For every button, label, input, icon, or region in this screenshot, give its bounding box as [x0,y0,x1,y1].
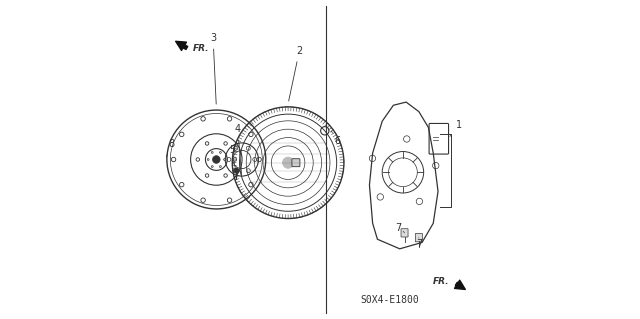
Text: 8: 8 [166,139,175,157]
Circle shape [212,156,220,163]
FancyBboxPatch shape [415,234,422,242]
FancyBboxPatch shape [401,229,408,237]
Text: 4: 4 [235,124,242,175]
Text: FR.: FR. [433,277,449,286]
FancyArrowPatch shape [454,280,465,289]
Text: 3: 3 [210,33,216,104]
Text: 7: 7 [416,239,422,249]
Text: 7: 7 [395,223,401,233]
Text: S0X4-E1800: S0X4-E1800 [361,295,420,305]
Text: 6: 6 [331,131,340,145]
Text: 1: 1 [450,120,462,137]
Text: FR.: FR. [193,44,209,53]
FancyBboxPatch shape [292,159,300,167]
Text: 2: 2 [289,46,302,101]
FancyArrowPatch shape [175,41,188,50]
Circle shape [282,157,294,168]
Text: 5: 5 [229,145,236,171]
